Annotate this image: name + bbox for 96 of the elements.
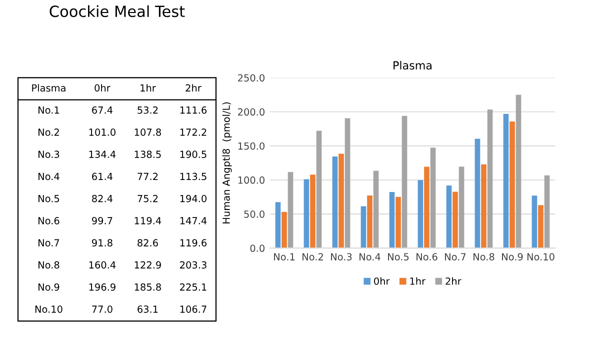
bar — [510, 121, 515, 248]
data-label: 101.0 — [89, 128, 116, 136]
bar — [344, 118, 350, 248]
y-tick-label: No.5 — [38, 195, 60, 202]
data-label: 119.6 — [180, 239, 207, 246]
data-label: 53.2 — [138, 106, 158, 114]
y-tick-label: No.10 — [35, 306, 62, 313]
bar — [304, 179, 310, 248]
data-label: 63.1 — [138, 306, 158, 313]
bar — [544, 175, 550, 248]
y-tick-label: No.8 — [38, 261, 60, 269]
bar — [538, 205, 544, 248]
y-tick-label: No.3 — [38, 150, 60, 158]
data-label: 160.4 — [89, 261, 116, 269]
y-tick-label: No.2 — [38, 128, 59, 136]
data-label: 147.4 — [180, 217, 207, 224]
x-tick-label: No.1 — [274, 253, 295, 260]
y-tick-label: 250.0 — [238, 74, 264, 82]
bar — [367, 195, 372, 248]
bar — [360, 206, 366, 248]
bar — [310, 174, 316, 248]
x-tick-label: 0hr — [94, 84, 110, 92]
bar — [430, 148, 436, 248]
y-tick-label: No.4 — [38, 172, 60, 180]
bar — [282, 212, 287, 248]
data-label: 196.9 — [89, 283, 116, 291]
data-label: 111.6 — [180, 106, 207, 114]
data-label: 61.4 — [92, 172, 112, 180]
x-tick-label: No.2 — [302, 253, 323, 260]
chart-title: Plasma — [394, 60, 432, 70]
data-label: 99.7 — [92, 217, 112, 224]
bar — [373, 170, 379, 248]
bar — [474, 138, 480, 248]
bar — [275, 202, 281, 248]
data-label: 91.8 — [92, 239, 112, 246]
x-tick-label: No.5 — [388, 253, 409, 260]
y-tick-label: 150.0 — [238, 142, 264, 150]
data-label: 172.2 — [180, 128, 206, 136]
bar — [338, 154, 344, 248]
data-label: 77.0 — [92, 306, 112, 313]
y-tick-label: No.6 — [38, 217, 60, 224]
data-label: 134.4 — [89, 150, 116, 158]
x-tick-label: 2hr — [186, 84, 202, 92]
bar — [452, 192, 458, 248]
x-tick-label: No.3 — [331, 253, 352, 260]
y-tick-label: 0.0 — [250, 244, 264, 252]
bar — [481, 164, 486, 248]
x-tick-label: No.7 — [445, 253, 466, 260]
data-label: 82.4 — [92, 194, 112, 202]
data-label: 225.1 — [180, 283, 206, 291]
legend-label: 1hr — [410, 277, 426, 285]
bar — [332, 156, 338, 248]
data-label: 77.2 — [138, 172, 158, 180]
bar — [288, 172, 294, 248]
data-label: 122.9 — [134, 261, 161, 269]
x-tick-label: No.10 — [527, 253, 554, 260]
bar — [458, 166, 464, 248]
y-axis-title: Human Angptl8 (pmol/L) — [222, 102, 232, 224]
y-tick-label: No.1 — [38, 106, 59, 114]
data-label: 190.5 — [180, 150, 206, 158]
x-tick-label: 1hr — [140, 84, 156, 92]
bar — [402, 116, 408, 248]
y-tick-label: No.7 — [38, 239, 60, 246]
data-label: 185.8 — [134, 283, 161, 291]
data-label: 113.5 — [180, 172, 206, 180]
data-label: 138.5 — [134, 150, 161, 158]
bar — [503, 114, 509, 248]
x-tick-label: No.8 — [474, 253, 494, 260]
x-tick-label: No.6 — [416, 253, 438, 260]
data-label: 82.6 — [138, 239, 158, 246]
data-label: 106.7 — [180, 306, 206, 313]
data-label: 119.4 — [134, 217, 162, 224]
x-tick-label: No.9 — [502, 253, 523, 260]
bar — [487, 110, 493, 248]
bar — [316, 130, 322, 248]
bar — [424, 166, 430, 248]
y-tick-label: 200.0 — [238, 108, 264, 116]
x-tick-label: No.4 — [360, 253, 380, 260]
data-label: 75.2 — [138, 194, 158, 202]
text: Plasma — [32, 84, 66, 92]
data-label: 203.3 — [180, 261, 206, 269]
data-label: 107.8 — [134, 128, 161, 136]
legend-label: 0hr — [374, 277, 390, 285]
chart-subtitle: Coockie Meal Test — [50, 5, 185, 18]
bar — [396, 196, 401, 248]
data-label: 194.0 — [180, 194, 207, 202]
bar — [418, 180, 424, 248]
bar — [532, 196, 538, 248]
data-label: 67.4 — [92, 106, 112, 114]
y-tick-label: No.9 — [38, 283, 60, 291]
y-tick-label: 100.0 — [238, 176, 264, 184]
bar — [389, 192, 395, 248]
bar — [516, 94, 522, 248]
bar — [446, 186, 452, 248]
legend-label: 2hr — [446, 277, 462, 285]
y-tick-label: 50.0 — [244, 210, 264, 218]
